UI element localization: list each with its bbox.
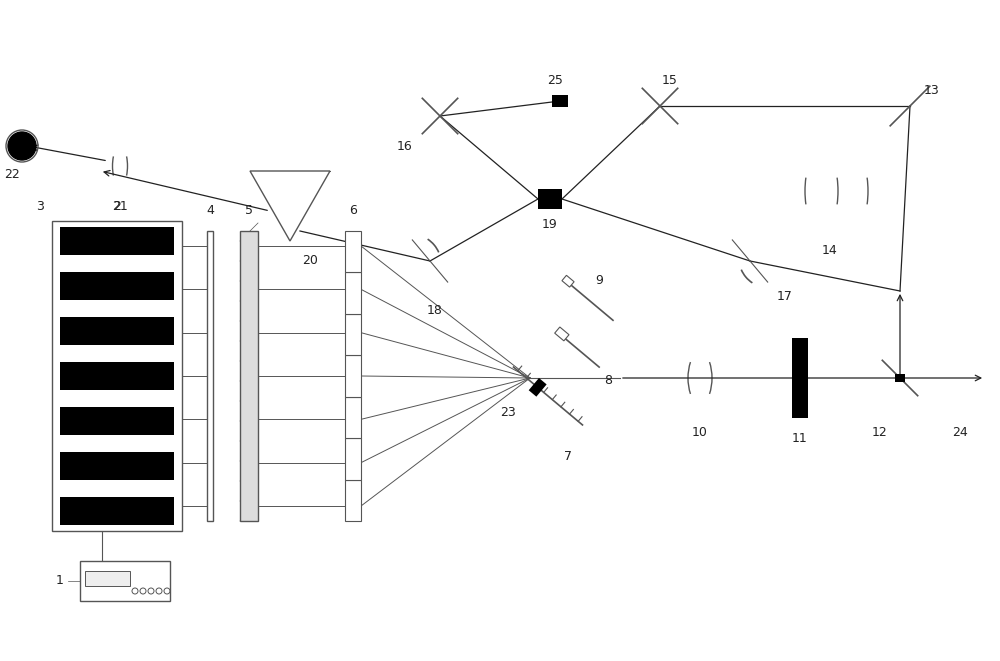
Bar bbox=[552, 95, 568, 107]
Bar bbox=[60, 362, 174, 390]
Bar bbox=[345, 355, 361, 397]
Bar bbox=[60, 317, 174, 345]
Bar bbox=[345, 272, 361, 314]
Bar bbox=[345, 397, 361, 438]
Bar bbox=[60, 272, 174, 300]
Text: 24: 24 bbox=[952, 426, 968, 440]
Text: 23: 23 bbox=[500, 406, 516, 419]
Bar bbox=[562, 276, 574, 287]
Text: 6: 6 bbox=[349, 204, 357, 217]
Bar bbox=[85, 571, 130, 586]
Polygon shape bbox=[240, 231, 258, 521]
Text: 14: 14 bbox=[822, 245, 838, 258]
Bar bbox=[345, 314, 361, 355]
Text: 17: 17 bbox=[777, 290, 793, 303]
FancyBboxPatch shape bbox=[895, 374, 905, 382]
Circle shape bbox=[8, 132, 36, 160]
Text: 21: 21 bbox=[112, 200, 128, 212]
Text: 20: 20 bbox=[302, 254, 318, 268]
Bar bbox=[60, 452, 174, 480]
Bar bbox=[60, 227, 174, 255]
Polygon shape bbox=[250, 171, 330, 241]
Bar bbox=[60, 497, 174, 525]
Text: 13: 13 bbox=[924, 85, 940, 98]
Text: 25: 25 bbox=[547, 75, 563, 87]
Bar bbox=[60, 407, 174, 435]
Bar bbox=[345, 231, 361, 272]
Text: 22: 22 bbox=[4, 167, 20, 180]
Text: 5: 5 bbox=[245, 204, 253, 217]
Text: 3: 3 bbox=[36, 200, 44, 212]
Text: 10: 10 bbox=[692, 426, 708, 440]
Bar bbox=[80, 561, 170, 601]
Bar bbox=[345, 438, 361, 480]
Text: 16: 16 bbox=[397, 139, 413, 153]
Text: 11: 11 bbox=[792, 432, 808, 444]
Text: 1: 1 bbox=[56, 574, 64, 588]
Bar bbox=[538, 189, 562, 209]
Text: 12: 12 bbox=[872, 426, 888, 440]
Text: 18: 18 bbox=[427, 305, 443, 317]
Bar bbox=[345, 480, 361, 521]
Text: 9: 9 bbox=[595, 274, 603, 288]
Bar bbox=[52, 221, 182, 531]
Text: 15: 15 bbox=[662, 75, 678, 87]
Text: 8: 8 bbox=[604, 375, 612, 387]
Text: 19: 19 bbox=[542, 217, 558, 231]
Text: 2: 2 bbox=[113, 200, 121, 212]
Bar bbox=[207, 231, 213, 521]
Text: 4: 4 bbox=[206, 204, 214, 217]
Bar bbox=[792, 338, 808, 418]
Bar bbox=[529, 378, 547, 397]
Text: 7: 7 bbox=[564, 449, 572, 463]
Bar bbox=[555, 327, 569, 341]
